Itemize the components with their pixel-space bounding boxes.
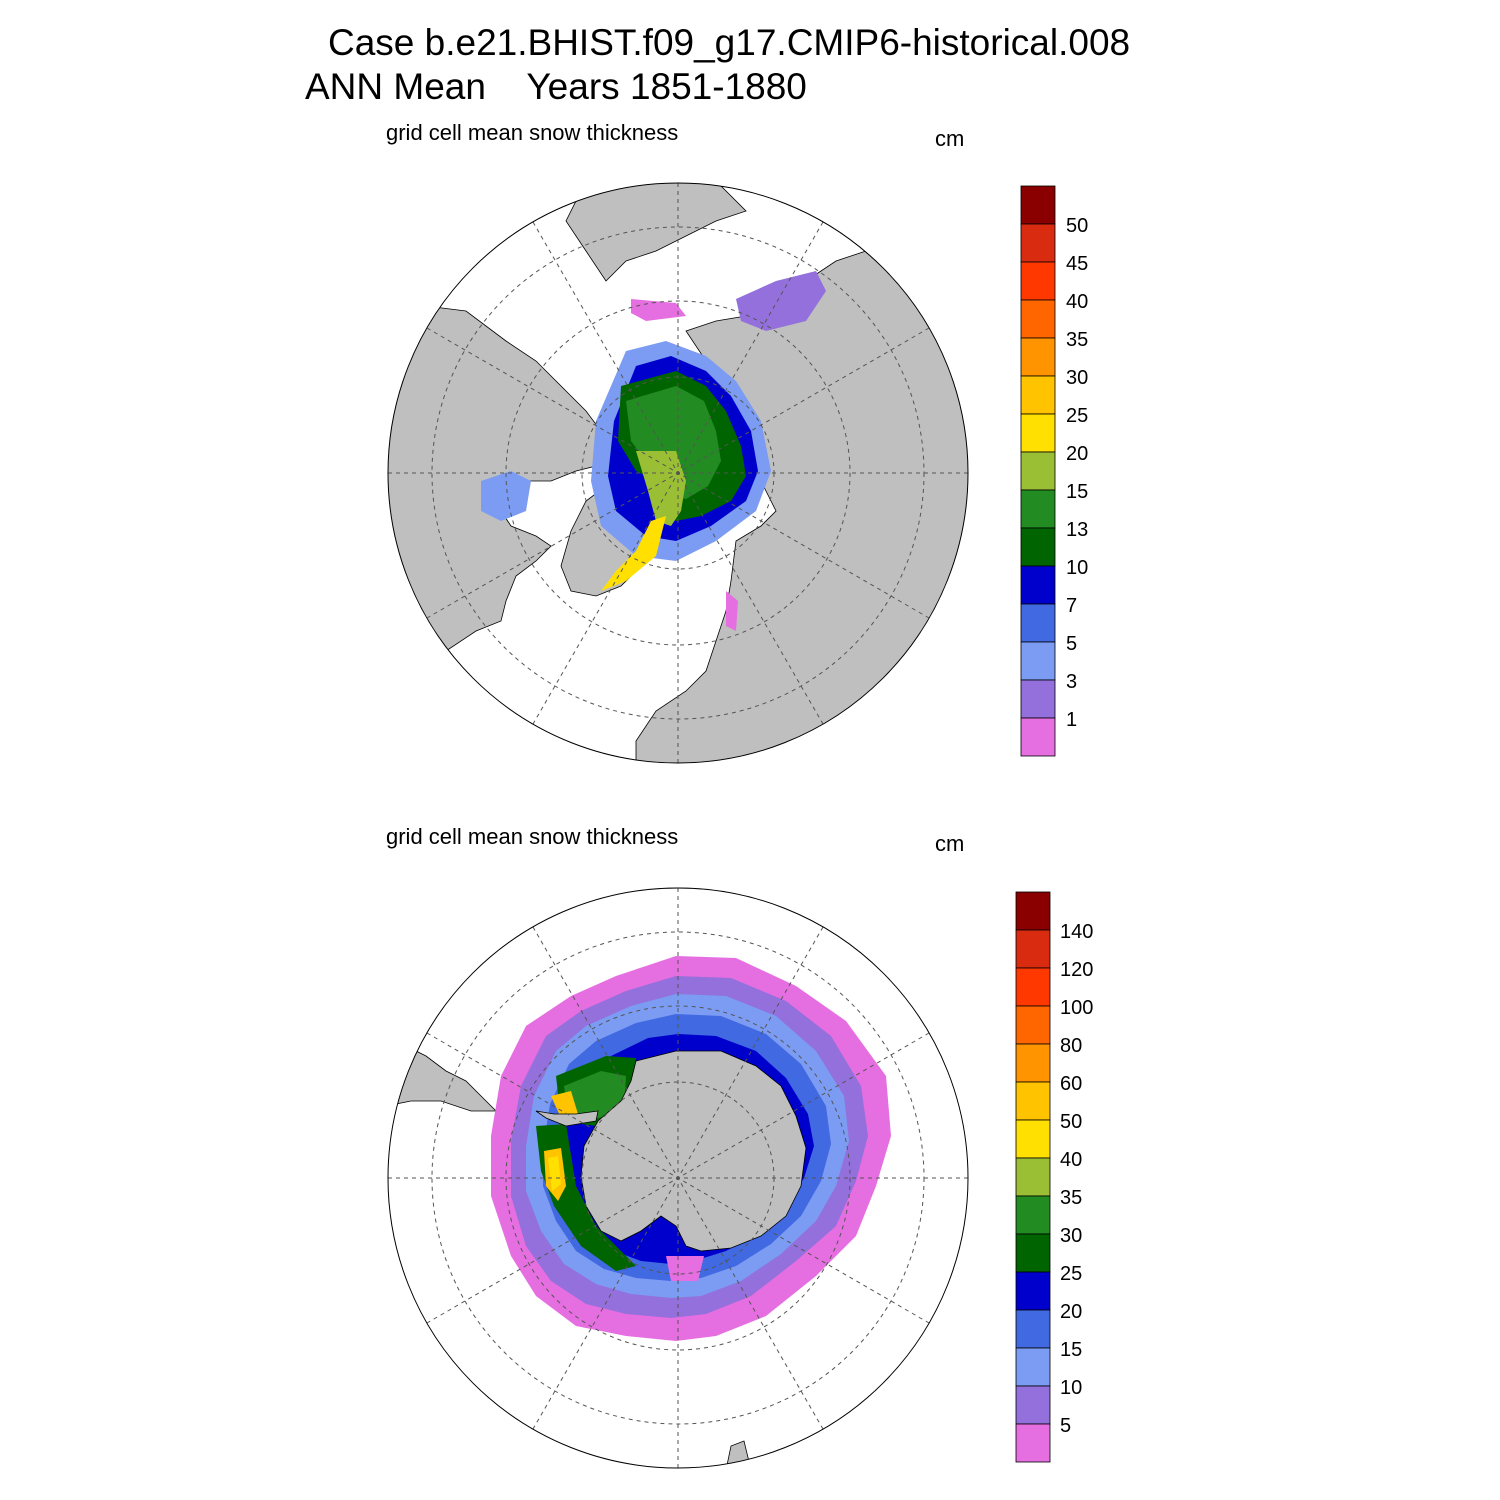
colorbar-swatch (1015, 1119, 1051, 1159)
colorbar-swatch (1020, 223, 1056, 263)
colorbar-tick-label: 20 (1066, 443, 1088, 465)
colorbar-tick-label: 35 (1060, 1187, 1082, 1209)
colorbar-tick-label: 5 (1060, 1415, 1071, 1437)
colorbar-tick-label: 3 (1066, 671, 1077, 693)
colorbar-tick-label: 35 (1066, 329, 1088, 351)
colorbar-tick-label: 120 (1060, 959, 1093, 981)
colorbar-tick-label: 20 (1060, 1301, 1082, 1323)
north-panel-units: cm (935, 126, 965, 151)
south-panel-subtitle: grid cell mean snow thickness (386, 824, 679, 849)
colorbar-tick-label: 60 (1060, 1073, 1082, 1095)
north-polar-map (387, 182, 969, 764)
colorbar-swatch (1015, 1385, 1051, 1425)
colorbar-swatch (1020, 299, 1056, 339)
colorbar-swatch (1015, 1347, 1051, 1387)
colorbar-swatch (1015, 1271, 1051, 1311)
figure-title-case: Case b.e21.BHIST.f09_g17.CMIP6-historica… (328, 22, 1131, 63)
colorbar-tick-label: 5 (1066, 633, 1077, 655)
colorbar-swatch (1020, 413, 1056, 453)
colorbar-tick-label: 45 (1066, 253, 1088, 275)
colorbar-swatch (1020, 603, 1056, 643)
colorbar-swatch (1020, 451, 1056, 491)
south-land-south-america (388, 1045, 497, 1112)
colorbar-swatch (1015, 1081, 1051, 1121)
colorbar-swatch (1020, 375, 1056, 415)
south-land-peninsula (535, 1110, 599, 1127)
colorbar-tick-label: 10 (1060, 1377, 1082, 1399)
colorbar-tick-label: 140 (1060, 921, 1093, 943)
north-panel-subtitle: grid cell mean snow thickness (386, 120, 679, 145)
colorbar-swatch (1020, 185, 1056, 225)
colorbar-swatch (1020, 679, 1056, 719)
north-colorbar: 50 45 40 35 30 25 20 15 13 10 7 5 3 1 (1020, 185, 1088, 757)
colorbar-swatch (1015, 967, 1051, 1007)
colorbar-swatch (1020, 489, 1056, 529)
colorbar-tick-label: 100 (1060, 997, 1093, 1019)
colorbar-swatch (1020, 261, 1056, 301)
colorbar-swatch (1015, 891, 1051, 931)
colorbar-swatch (1015, 1043, 1051, 1083)
colorbar-tick-label: 40 (1060, 1149, 1082, 1171)
colorbar-swatch (1015, 1309, 1051, 1349)
south-colorbar: 140 120 100 80 60 50 40 35 30 25 20 15 10 5 (1015, 891, 1093, 1463)
colorbar-swatch (1020, 527, 1056, 567)
south-polar-map (387, 887, 969, 1469)
colorbar-tick-label: 15 (1060, 1339, 1082, 1361)
figure-title-period: ANN Mean Years 1851-1880 (305, 66, 807, 107)
colorbar-swatch (1015, 1195, 1051, 1235)
colorbar-swatch (1015, 1157, 1051, 1197)
colorbar-tick-label: 15 (1066, 481, 1088, 503)
colorbar-tick-label: 25 (1066, 405, 1088, 427)
colorbar-tick-label: 1 (1066, 709, 1077, 731)
colorbar-tick-label: 50 (1060, 1111, 1082, 1133)
colorbar-tick-label: 25 (1060, 1263, 1082, 1285)
colorbar-swatch (1020, 717, 1056, 757)
colorbar-tick-label: 80 (1060, 1035, 1082, 1057)
colorbar-tick-label: 7 (1066, 595, 1077, 617)
north-land-alaska (565, 183, 747, 282)
colorbar-tick-label: 40 (1066, 291, 1088, 313)
colorbar-swatch (1020, 565, 1056, 605)
colorbar-swatch (1015, 1233, 1051, 1273)
south-panel-units: cm (935, 831, 965, 856)
colorbar-tick-label: 10 (1066, 557, 1088, 579)
colorbar-swatch (1015, 1005, 1051, 1045)
colorbar-swatch (1015, 929, 1051, 969)
colorbar-tick-label: 30 (1060, 1225, 1082, 1247)
colorbar-swatch (1020, 641, 1056, 681)
colorbar-tick-label: 13 (1066, 519, 1088, 541)
colorbar-tick-label: 30 (1066, 367, 1088, 389)
colorbar-tick-label: 50 (1066, 215, 1088, 237)
colorbar-swatch (1015, 1423, 1051, 1463)
colorbar-swatch (1020, 337, 1056, 377)
